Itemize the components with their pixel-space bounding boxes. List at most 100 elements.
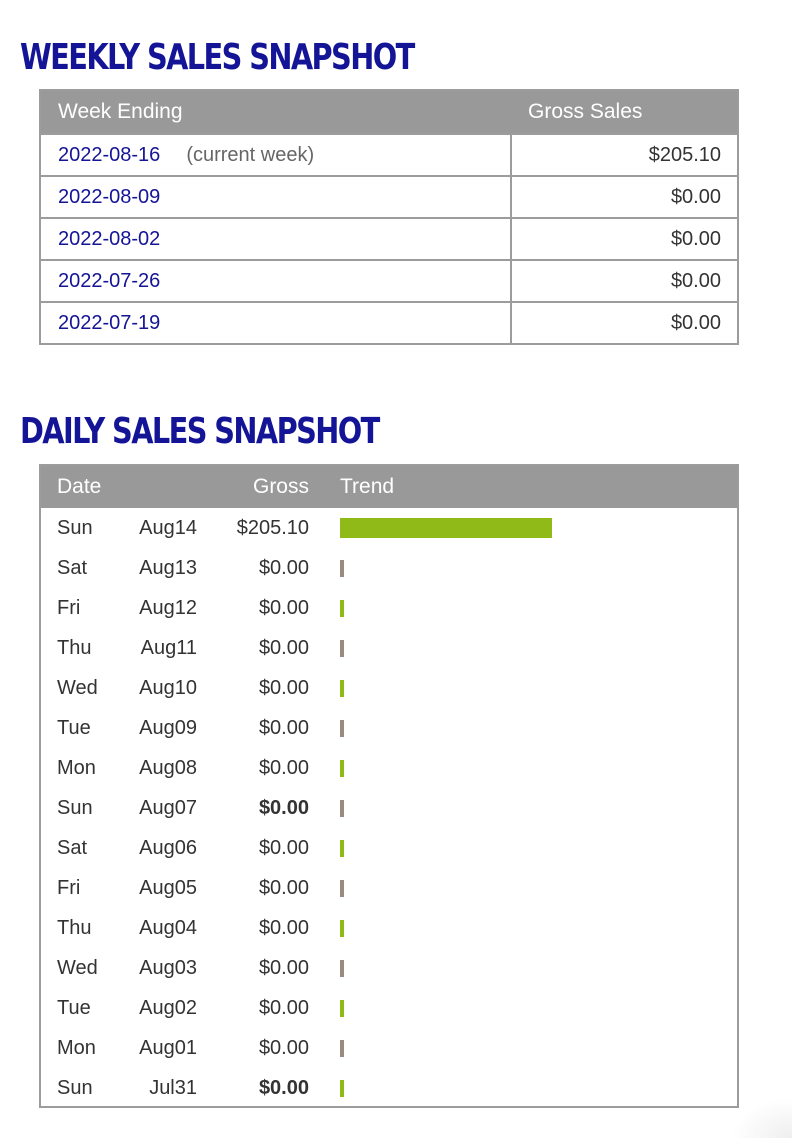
day-gross: $0.00 <box>258 677 309 699</box>
day-gross: $0.00 <box>258 957 309 979</box>
day-date: Aug11 <box>140 637 197 659</box>
weekly-row: 2022-08-02 $0.00 <box>40 217 738 260</box>
week-ending-cell: 2022-08-09 <box>40 175 512 218</box>
day-of-week: Wed <box>57 677 98 699</box>
daily-sales-title: DAILY SALES SNAPSHOT <box>20 411 380 452</box>
day-of-week: Tue <box>57 997 91 1019</box>
day-of-week: Sun <box>57 517 93 539</box>
trend-bar <box>340 800 344 817</box>
day-of-week: Mon <box>57 1037 96 1059</box>
day-gross: $0.00 <box>258 757 309 779</box>
trend-bar <box>340 518 552 538</box>
trend-bar <box>340 680 344 697</box>
daily-row: Sat Aug06 $0.00 <box>41 828 737 868</box>
day-gross: $0.00 <box>258 597 309 619</box>
day-date: Aug13 <box>139 557 197 579</box>
day-of-week: Sun <box>57 1077 93 1099</box>
day-gross: $0.00 <box>258 557 309 579</box>
corner-shadow <box>732 1098 792 1138</box>
gross-sales-cell: $205.10 <box>511 133 738 176</box>
daily-row: Tue Aug02 $0.00 <box>41 988 737 1028</box>
gross-sales-cell: $0.00 <box>511 175 738 218</box>
trend-bar <box>340 600 344 617</box>
daily-row: Thu Aug04 $0.00 <box>41 908 737 948</box>
weekly-sales-title: WEEKLY SALES SNAPSHOT <box>20 37 415 78</box>
day-of-week: Fri <box>57 877 81 899</box>
weekly-row: 2022-07-26 $0.00 <box>40 259 738 302</box>
daily-row: Sat Aug13 $0.00 <box>41 548 737 588</box>
daily-row: Wed Aug03 $0.00 <box>41 948 737 988</box>
day-date: Aug06 <box>139 837 197 859</box>
trend-bar <box>340 760 344 777</box>
day-date: Aug12 <box>139 597 197 619</box>
week-ending-cell: 2022-08-16 (current week) <box>40 133 512 176</box>
day-date: Aug03 <box>139 957 197 979</box>
day-gross: $0.00 <box>258 1037 309 1059</box>
day-gross: $0.00 <box>258 797 309 819</box>
day-date: Aug08 <box>139 757 197 779</box>
daily-sales-table: Date Gross Trend Sun Aug14 $205.10 Sat Aug13… <box>39 464 739 1108</box>
day-gross: $0.00 <box>258 997 309 1019</box>
day-of-week: Thu <box>57 637 92 659</box>
current-week-note: (current week) <box>186 143 315 166</box>
day-gross: $0.00 <box>258 877 309 899</box>
gross-sales-cell: $0.00 <box>511 259 738 302</box>
day-date: Jul31 <box>149 1077 197 1099</box>
day-date: Aug04 <box>139 917 197 939</box>
daily-table-header: Date Gross Trend <box>41 466 737 508</box>
gross-sales-cell: $0.00 <box>511 301 738 344</box>
week-link[interactable]: 2022-08-02 <box>58 227 161 250</box>
day-of-week: Thu <box>57 917 92 939</box>
trend-bar <box>340 840 344 857</box>
date-column-header: Date <box>57 475 102 498</box>
daily-row: Sun Jul31 $0.00 <box>41 1068 737 1108</box>
daily-row: Fri Aug05 $0.00 <box>41 868 737 908</box>
day-of-week: Sun <box>57 797 93 819</box>
day-gross: $0.00 <box>258 837 309 859</box>
day-of-week: Fri <box>57 597 81 619</box>
gross-sales-cell: $0.00 <box>511 217 738 260</box>
daily-row: Sun Aug14 $205.10 <box>41 508 737 548</box>
day-gross: $0.00 <box>258 917 309 939</box>
day-gross: $205.10 <box>236 517 309 539</box>
day-gross: $0.00 <box>258 637 309 659</box>
daily-row: Wed Aug10 $0.00 <box>41 668 737 708</box>
trend-bar <box>340 920 344 937</box>
week-ending-column-header: Week Ending <box>40 90 511 134</box>
day-of-week: Mon <box>57 757 96 779</box>
week-link[interactable]: 2022-07-26 <box>58 269 161 292</box>
weekly-table-header: Week Ending Gross Sales <box>40 90 738 134</box>
daily-row: Mon Aug08 $0.00 <box>41 748 737 788</box>
weekly-sales-table: Week Ending Gross Sales 2022-08-16 (curre… <box>39 89 739 345</box>
day-of-week: Sat <box>57 837 88 859</box>
week-link[interactable]: 2022-08-09 <box>58 185 161 208</box>
daily-row: Tue Aug09 $0.00 <box>41 708 737 748</box>
trend-bar <box>340 960 344 977</box>
day-gross: $0.00 <box>258 717 309 739</box>
day-gross: $0.00 <box>258 1077 309 1099</box>
trend-bar <box>340 880 344 897</box>
gross-column-header: Gross <box>252 475 309 498</box>
daily-row: Mon Aug01 $0.00 <box>41 1028 737 1068</box>
trend-bar <box>340 1000 344 1017</box>
week-ending-cell: 2022-07-26 <box>40 259 512 302</box>
day-date: Aug14 <box>139 517 197 539</box>
day-of-week: Tue <box>57 717 91 739</box>
day-date: Aug07 <box>139 797 197 819</box>
weekly-row: 2022-08-09 $0.00 <box>40 175 738 218</box>
day-date: Aug02 <box>139 997 197 1019</box>
trend-bar <box>340 1040 344 1057</box>
day-date: Aug05 <box>139 877 197 899</box>
week-link[interactable]: 2022-07-19 <box>58 311 161 334</box>
weekly-row: 2022-07-19 $0.00 <box>40 301 738 344</box>
day-date: Aug01 <box>139 1037 197 1059</box>
weekly-row: 2022-08-16 (current week) $205.10 <box>40 133 738 176</box>
trend-bar <box>340 1080 344 1097</box>
trend-bar <box>340 560 344 577</box>
day-of-week: Wed <box>57 957 98 979</box>
daily-row: Sun Aug07 $0.00 <box>41 788 737 828</box>
week-link[interactable]: 2022-08-16 <box>58 143 161 166</box>
trend-column-header: Trend <box>340 475 395 498</box>
daily-row: Fri Aug12 $0.00 <box>41 588 737 628</box>
trend-bar <box>340 720 344 737</box>
